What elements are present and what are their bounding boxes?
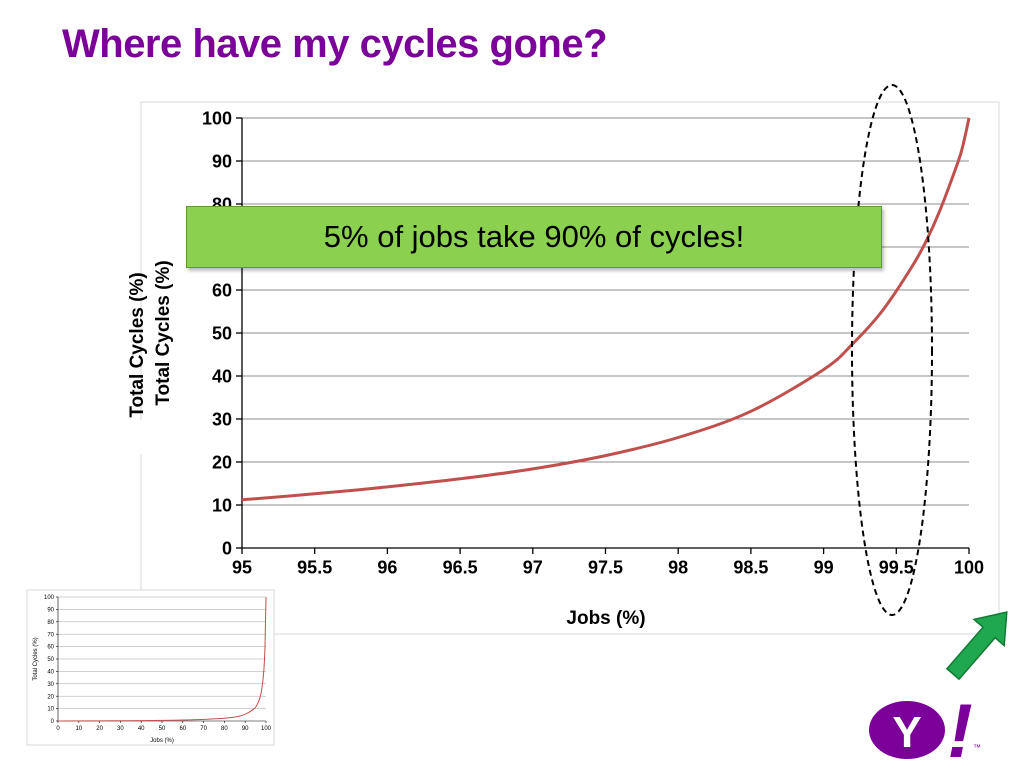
- main-y-tick-label: 50: [212, 323, 232, 343]
- main-y-tick-label: 30: [212, 409, 232, 429]
- main-chart-axes: [236, 117, 970, 554]
- main-x-tick-label: 97: [523, 557, 543, 577]
- main-y-tick-label: 100: [202, 108, 232, 128]
- main-x-tick-label: 99: [814, 557, 834, 577]
- up-arrow: [945, 611, 1008, 681]
- main-chart-frame: [140, 101, 1000, 635]
- main-x-tick-label: 95.5: [297, 557, 332, 577]
- highlight-ellipse: [851, 84, 933, 616]
- main-x-tick-label: 96: [377, 557, 397, 577]
- main-x-tick-label: 98: [668, 557, 688, 577]
- main-y-tick-label: 20: [212, 452, 232, 472]
- main-x-tick-label: 96.5: [443, 557, 478, 577]
- main-x-tick-label: 98.5: [733, 557, 768, 577]
- main-chart-ghost-mask: [128, 420, 148, 454]
- main-chart-series-layer: [241, 117, 971, 502]
- main-y-tick-label: 60: [212, 280, 232, 300]
- main-x-tick-label: 97.5: [588, 557, 623, 577]
- main-chart-y-axis-label-ghost: Total Cycles (%): [127, 272, 148, 417]
- callout-box: 5% of jobs take 90% of cycles!: [186, 206, 882, 268]
- main-chart-x-axis-label: Jobs (%): [566, 608, 645, 629]
- main-y-tick-label: 40: [212, 366, 232, 386]
- main-chart-y-axis-label: Total Cycles (%): [153, 260, 174, 405]
- main-x-tick-label: 95: [232, 557, 252, 577]
- main-x-tick-label: 99.5: [879, 557, 914, 577]
- main-y-tick-label: 10: [212, 495, 232, 515]
- main-y-tick-label: 0: [222, 538, 232, 558]
- up-arrow-shape: [945, 611, 1008, 681]
- main-series-line: [241, 117, 971, 502]
- main-y-tick-label: 90: [212, 151, 232, 171]
- main-chart-x-tick-labels: 95 95.5 96 96.5 97 97.5 98 98.5 99 99.5 100: [232, 557, 984, 577]
- slide-title: Where have my cycles gone?: [62, 22, 608, 66]
- main-x-tick-label: 100: [954, 557, 984, 577]
